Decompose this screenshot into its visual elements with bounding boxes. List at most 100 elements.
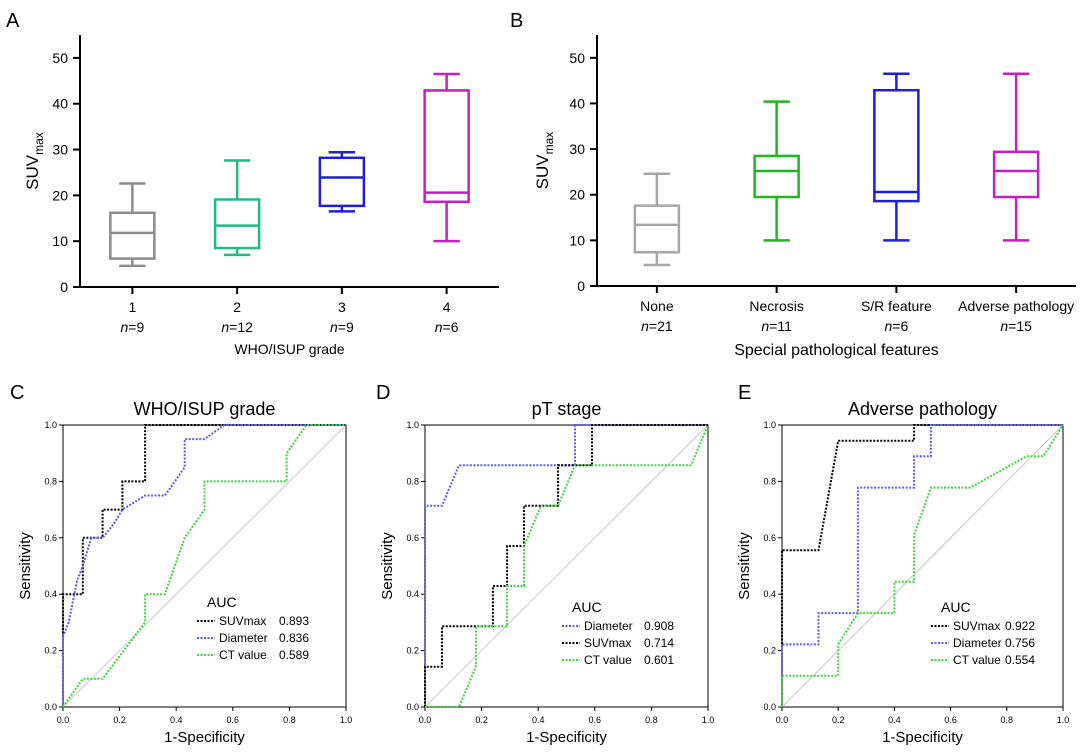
n-value: =6 [443,319,459,335]
y-tick-label: 0.4 [406,589,419,599]
legend-auc-value: 0.756 [1005,636,1035,650]
y-tick-label: 50 [569,50,585,66]
sample-size-label: n=6 [884,318,908,334]
reference-diagonal [781,424,1064,708]
y-tick-label: 0.4 [44,589,57,599]
roc-pt-stage: 0.00.0 0.2 0.2 0.4 0.4 0.6 0.6 0.8 0.8 1.0 1.0 pT s… [379,399,714,746]
n-value: =9 [128,319,144,335]
y-tick-label: 0.0 [763,702,776,712]
x-tick-label: 0.6 [589,715,602,725]
legend-series-name: Diameter [953,636,1002,650]
y-tick-label: 0.2 [763,646,776,656]
legend-title: AUC [941,599,971,615]
roc-curve-suvmax [781,424,1063,707]
sample-size-label: n=15 [1000,318,1032,334]
n-value: =15 [1008,318,1032,334]
sample-size-label: n=11 [761,318,792,334]
legend-series-name: Diameter [584,619,633,633]
reference-diagonal [424,424,709,708]
roc-curve-suvmax [62,424,346,707]
category-label: 2 [233,299,241,315]
n-symbol: n [435,319,443,335]
y-tick-label: 30 [52,142,68,158]
category-label: S/R feature [861,298,932,314]
panel-label-e: E [738,382,751,404]
y-tick-label: 10 [52,233,68,249]
legend-series-name: SUVmax [953,619,1000,633]
n-symbol: n [330,319,338,335]
x-tick-label: 0.4 [888,715,901,725]
x-tick-label: 1.0 [702,715,715,725]
legend-auc-value: 0.589 [279,648,309,662]
y-axis-label: SUVmax [533,132,556,190]
x-tick-label: 1.0 [1057,715,1070,725]
x-axis-label: WHO/ISUP grade [234,341,344,357]
y-tick-label: 20 [52,187,68,203]
x-axis-label: Special pathological features [734,342,939,359]
x-tick-label: 0.2 [832,715,845,725]
x-tick-label: 0.4 [170,715,183,725]
roc-who-isup-grade: 0.00.0 0.2 0.2 0.4 0.4 0.6 0.6 0.8 0.8 1.0 1.0 WHO/… [17,399,352,746]
y-tick-label: 40 [52,96,68,112]
y-tick-label: 1.0 [406,420,419,430]
x-tick-label: 0.8 [1001,715,1014,725]
legend-series-name: CT value [584,653,632,667]
y-tick-label: 0.0 [44,702,57,712]
box-iqr [753,154,800,199]
n-value: =6 [892,318,908,334]
y-label-main: SUV [533,154,552,190]
box-iqr [423,89,470,204]
legend-auc-value: 0.554 [1005,653,1035,667]
y-tick-label: 0 [577,278,585,294]
sample-size-label: n=21 [641,318,673,334]
reference-diagonal [62,424,347,708]
sample-size-label: n=6 [435,319,459,335]
y-label-subscript: max [542,132,556,155]
n-symbol: n [761,318,769,334]
y-tick-label: 0.6 [44,533,57,543]
legend-auc-value: 0.601 [644,653,674,667]
x-tick-label: 0.8 [645,715,658,725]
box-iqr [109,211,156,260]
category-label: 3 [338,299,346,315]
y-axis-label: Sensitivity [379,532,396,600]
y-label-subscript: max [32,132,46,155]
y-tick-label: 0.4 [763,589,776,599]
legend-series-name: Diameter [219,631,268,645]
panel-title: WHO/ISUP grade [134,399,276,419]
y-tick-label: 0.8 [763,476,776,486]
x-axis-label: 1-Specificity [526,729,607,746]
x-tick-label: 0.6 [944,715,957,725]
category-label: 4 [443,299,451,315]
category-label: Necrosis [749,298,803,314]
box-iqr [633,204,681,254]
x-tick-label: 0.0 [419,715,432,725]
category-label: Adverse pathology [958,298,1074,314]
legend-title: AUC [572,599,602,615]
panel-label-d: D [376,382,390,404]
x-tick-label: 0.2 [475,715,488,725]
n-symbol: n [120,319,128,335]
n-value: =21 [649,318,673,334]
sample-size-label: n=9 [120,319,144,335]
y-tick-label: 0.8 [406,476,419,486]
legend-title: AUC [207,594,237,610]
legend-series-name: CT value [219,648,267,662]
n-value: =11 [769,318,792,334]
boxplot-special-features: 01020304050SUVmaxNonen=21Necrosisn=11S/R… [533,35,1076,359]
category-label: None [640,298,674,314]
y-tick-label: 50 [52,50,68,66]
x-tick-label: 0.2 [113,715,126,725]
x-tick-label: 0.0 [57,715,70,725]
x-tick-label: 0.6 [227,715,240,725]
y-tick-label: 10 [569,232,585,248]
box-iqr [992,150,1040,199]
legend-series-name: CT value [953,653,1001,667]
roc-curve-diameter [781,424,1063,707]
y-tick-label: 40 [569,95,585,111]
roc-curve-ct-value [781,424,1064,707]
y-label-main: SUV [23,154,42,190]
n-symbol: n [221,319,229,335]
y-tick-label: 1.0 [763,420,776,430]
